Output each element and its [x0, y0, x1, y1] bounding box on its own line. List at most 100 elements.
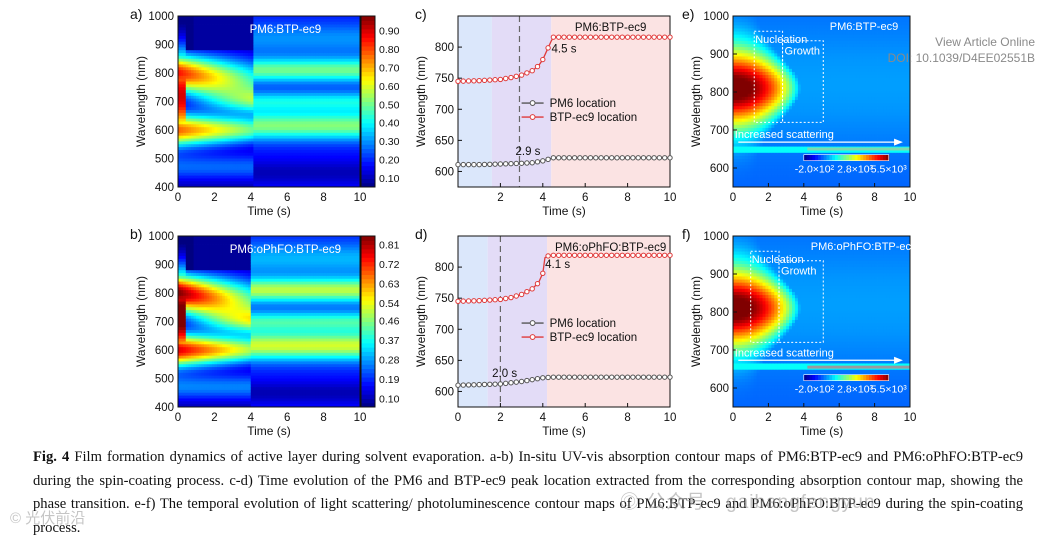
heatmap-cell	[198, 324, 202, 328]
heatmap-cell	[222, 38, 226, 43]
heatmap-cell	[188, 258, 192, 263]
heatmap-cell	[313, 130, 317, 134]
heatmap-cell	[258, 135, 262, 139]
heatmap-cell	[250, 181, 254, 185]
heatmap-cell	[188, 132, 192, 137]
heatmap-cell	[284, 67, 288, 71]
heatmap-cell	[245, 115, 249, 119]
heatmap-cell	[344, 164, 348, 168]
heatmap-cell	[198, 70, 202, 74]
heatmap-cell	[185, 244, 189, 248]
heatmap-cell	[235, 172, 239, 176]
heatmap-cell	[334, 118, 337, 122]
heatmap-cell	[237, 130, 241, 134]
heatmap-cell	[206, 75, 210, 80]
heatmap-cell	[191, 278, 194, 282]
heatmap-cell	[287, 73, 291, 77]
heatmap-cell	[180, 58, 184, 62]
heatmap-cell	[347, 181, 350, 185]
heatmap-cell	[191, 144, 194, 148]
heatmap-cell	[292, 181, 296, 185]
heatmap-cell	[279, 95, 283, 100]
heatmap-cell	[198, 384, 202, 388]
heatmap-cell	[258, 18, 262, 23]
heatmap-cell	[193, 355, 197, 359]
heatmap-cell	[243, 61, 246, 65]
heatmap-cell	[321, 50, 324, 54]
heatmap-cell	[344, 73, 348, 77]
heatmap-cell	[266, 101, 270, 105]
heatmap-cell	[318, 149, 322, 154]
heatmap-cell	[269, 167, 272, 171]
heatmap-cell	[178, 84, 181, 88]
heatmap-cell	[310, 55, 314, 60]
heatmap-cell	[193, 395, 197, 399]
heatmap-cell	[357, 90, 361, 94]
colorbar-cell	[361, 152, 375, 158]
heatmap-cell	[318, 61, 322, 65]
heatmap-cell	[193, 367, 197, 371]
heatmap-cell	[188, 81, 192, 85]
heatmap-cell	[191, 250, 194, 254]
heatmap-cell	[211, 115, 215, 119]
heatmap-cell	[245, 64, 249, 68]
heatmap-cell	[331, 84, 335, 88]
heatmap-cell	[344, 104, 348, 108]
heatmap-cell	[222, 138, 226, 142]
heatmap-cell	[235, 33, 239, 37]
heatmap-cell	[313, 175, 317, 179]
heatmap-cell	[258, 172, 262, 176]
heatmap-cell	[196, 298, 200, 302]
heatmap-cell	[245, 33, 249, 37]
heatmap-cell	[180, 307, 184, 311]
heatmap-cell	[326, 167, 330, 171]
heatmap-cell	[297, 141, 301, 145]
heatmap-cell	[357, 172, 361, 176]
y-tick-label: 600	[155, 125, 174, 137]
heatmap-cell	[219, 110, 223, 114]
heatmap-cell	[198, 404, 202, 408]
heatmap-cell	[308, 67, 311, 71]
heatmap-cell	[284, 135, 288, 139]
heatmap-cell	[188, 33, 192, 37]
heatmap-cell	[315, 24, 319, 28]
heatmap-cell	[258, 78, 262, 82]
heatmap-cell	[250, 67, 254, 71]
heatmap-cell	[178, 21, 181, 25]
heatmap-cell	[214, 130, 218, 134]
heatmap-cell	[282, 181, 285, 185]
heatmap-cell	[292, 64, 296, 68]
heatmap-cell	[295, 172, 298, 176]
heatmap-cell	[300, 175, 304, 179]
heatmap-cell	[328, 84, 332, 88]
heatmap-cell	[183, 387, 187, 391]
heatmap-cell	[266, 87, 270, 91]
heatmap-cell	[305, 21, 309, 25]
heatmap-cell	[217, 58, 220, 62]
heatmap-cell	[263, 112, 267, 117]
heatmap-cell	[295, 110, 298, 114]
heatmap-cell	[227, 141, 231, 145]
heatmap-cell	[191, 24, 194, 28]
heatmap-cell	[354, 175, 358, 179]
heatmap-cell	[196, 321, 200, 325]
heatmap-cell	[191, 141, 194, 145]
heatmap-cell	[321, 124, 324, 128]
heatmap-cell	[256, 84, 259, 88]
heatmap-cell	[206, 27, 210, 31]
heatmap-cell	[232, 61, 236, 65]
heatmap-cell	[328, 50, 332, 54]
heatmap-cell	[191, 369, 194, 374]
heatmap-cell	[352, 44, 356, 48]
heatmap-cell	[180, 50, 184, 54]
heatmap-cell	[193, 115, 197, 119]
heatmap-cell	[300, 44, 304, 48]
heatmap-cell	[263, 90, 267, 94]
heatmap-cell	[196, 175, 200, 179]
heatmap-cell	[201, 107, 205, 111]
heatmap-cell	[235, 44, 239, 48]
heatmap-cell	[178, 341, 181, 345]
heatmap-cell	[214, 104, 218, 108]
heatmap-cell	[201, 118, 205, 122]
heatmap-cell	[326, 55, 330, 60]
